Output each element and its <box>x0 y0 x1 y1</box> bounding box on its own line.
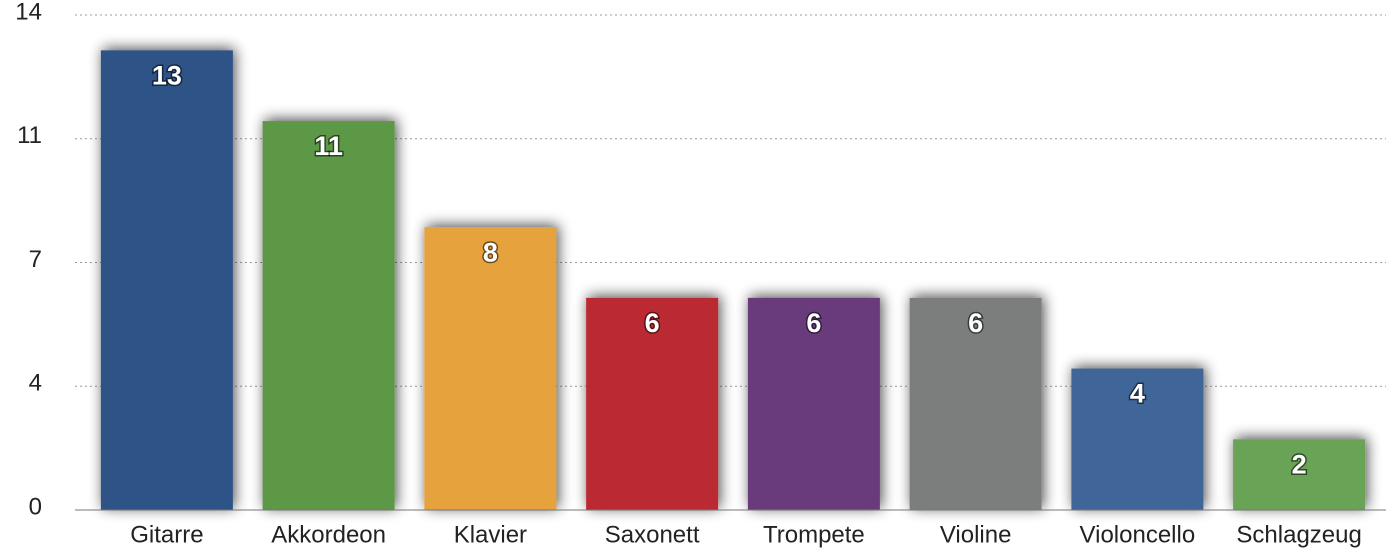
value-label: 13 <box>152 60 182 90</box>
x-tick-label: Saxonett <box>605 521 700 548</box>
bar <box>262 121 395 511</box>
bar <box>747 297 880 510</box>
value-label: 11 <box>314 131 343 161</box>
y-tick-label: 14 <box>15 0 42 25</box>
value-label: 4 <box>1130 379 1145 409</box>
value-label: 6 <box>645 308 660 338</box>
y-tick-label: 0 <box>29 493 42 520</box>
value-label: 2 <box>1292 449 1307 479</box>
x-tick-label: Violoncello <box>1080 521 1196 548</box>
x-tick-label: Klavier <box>454 521 527 548</box>
x-tick-label: Trompete <box>763 521 865 548</box>
x-tick-label: Schlagzeug <box>1236 521 1361 548</box>
bar <box>1071 368 1204 510</box>
bar <box>909 297 1042 510</box>
bar <box>424 227 557 510</box>
bar <box>586 297 719 510</box>
y-tick-label: 7 <box>29 246 42 273</box>
value-label: 8 <box>483 237 498 267</box>
bar <box>1233 439 1366 510</box>
bar <box>100 50 233 510</box>
y-tick-label: 4 <box>29 370 42 397</box>
x-tick-label: Gitarre <box>130 521 203 548</box>
x-tick-label: Violine <box>940 521 1012 548</box>
x-tick-label: Akkordeon <box>271 521 386 548</box>
y-tick-label: 11 <box>17 122 42 149</box>
value-label: 6 <box>806 308 821 338</box>
value-label: 6 <box>968 308 983 338</box>
